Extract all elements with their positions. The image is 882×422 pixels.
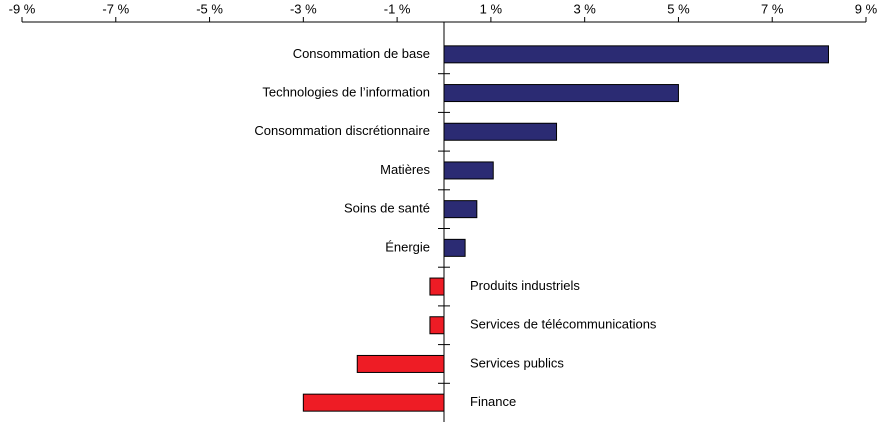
x-tick-label: -5 % <box>196 1 223 16</box>
category-label: Services publics <box>470 355 564 370</box>
x-tick-label: 7 % <box>761 1 784 16</box>
bar <box>443 200 478 219</box>
bar <box>302 393 445 412</box>
bar <box>443 122 558 141</box>
x-tick-label: -1 % <box>384 1 411 16</box>
x-tick-label: 1 % <box>480 1 503 16</box>
x-tick-label: -9 % <box>9 1 36 16</box>
category-label: Énergie <box>385 239 430 254</box>
bar <box>429 277 445 296</box>
category-label: Soins de santé <box>344 201 430 216</box>
bar <box>443 238 466 257</box>
category-label: Consommation de base <box>293 46 430 61</box>
category-label: Finance <box>470 394 516 409</box>
category-label: Services de télécommunications <box>470 317 657 332</box>
category-label: Produits industriels <box>470 278 580 293</box>
category-label: Consommation discrétionnaire <box>254 123 430 138</box>
x-tick-label: 5 % <box>667 1 690 16</box>
category-label: Technologies de l’information <box>262 84 430 99</box>
bar <box>429 316 445 335</box>
bar <box>356 354 445 373</box>
bar <box>443 161 494 180</box>
x-tick-label: 9 % <box>855 1 878 16</box>
x-tick-label: 3 % <box>573 1 596 16</box>
category-label: Matières <box>380 162 430 177</box>
x-tick-label: -7 % <box>102 1 129 16</box>
bar <box>443 45 829 64</box>
x-tick-label: -3 % <box>290 1 317 16</box>
bar <box>443 84 679 103</box>
